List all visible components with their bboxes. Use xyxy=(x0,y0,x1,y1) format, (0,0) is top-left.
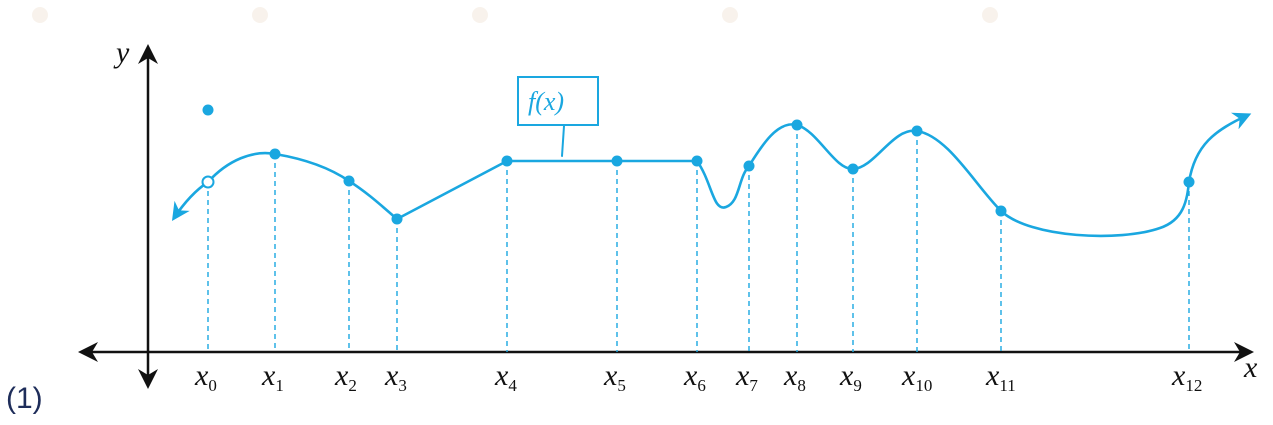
point-x9 xyxy=(847,163,859,175)
curve-left-tail xyxy=(171,180,210,222)
curve-label-box xyxy=(517,76,599,126)
axes: y x xyxy=(78,36,1258,389)
tick-label-x9: x9 xyxy=(839,359,862,395)
watermark xyxy=(32,7,998,23)
tick-label-x8: x8 xyxy=(783,359,806,395)
tick-label-x12: x12 xyxy=(1171,359,1202,395)
tick-label-x5: x5 xyxy=(603,359,626,395)
tick-label-x1: x1 xyxy=(261,359,284,395)
curve-x3-to-x6 xyxy=(395,159,699,221)
tick-label-x6: x6 xyxy=(683,359,706,395)
label-pointer xyxy=(561,125,565,157)
curve xyxy=(171,112,1252,238)
points xyxy=(201,104,1195,225)
curve-x6-to-x12 xyxy=(695,123,1191,238)
isolated-point-x0 xyxy=(202,104,214,116)
tick-label-x3: x3 xyxy=(384,359,407,395)
drop-lines xyxy=(207,125,1190,352)
point-x2 xyxy=(343,175,355,187)
point-x3 xyxy=(391,213,403,225)
point-x6 xyxy=(691,155,703,167)
point-x10 xyxy=(911,125,923,137)
open-point-x0 xyxy=(201,175,215,189)
problem-number: (1) xyxy=(6,382,43,415)
curve-label: f(x) xyxy=(517,76,599,126)
tick-label-x11: x11 xyxy=(985,359,1016,395)
point-x11 xyxy=(995,205,1007,217)
tick-label-x2: x2 xyxy=(334,359,357,395)
point-x8 xyxy=(791,119,803,131)
y-axis-label: y xyxy=(113,36,130,69)
point-x4 xyxy=(501,155,513,167)
tick-label-x0: x0 xyxy=(194,359,217,395)
curve-x0-to-x3 xyxy=(206,151,399,221)
tick-labels: x0 x1 x2 x3 x4 x5 x6 x7 x8 x9 x10 x11 x1… xyxy=(194,359,1202,395)
tick-label-x7: x7 xyxy=(735,359,758,395)
curve-label-text: f(x) xyxy=(528,87,564,116)
point-x12 xyxy=(1183,176,1195,188)
point-x7 xyxy=(743,160,755,172)
point-x1 xyxy=(269,148,281,160)
x-axis-label: x xyxy=(1243,351,1258,384)
curve-right-tail xyxy=(1187,112,1252,184)
point-x5 xyxy=(611,155,623,167)
tick-label-x4: x4 xyxy=(494,359,517,395)
tick-label-x10: x10 xyxy=(901,359,932,395)
